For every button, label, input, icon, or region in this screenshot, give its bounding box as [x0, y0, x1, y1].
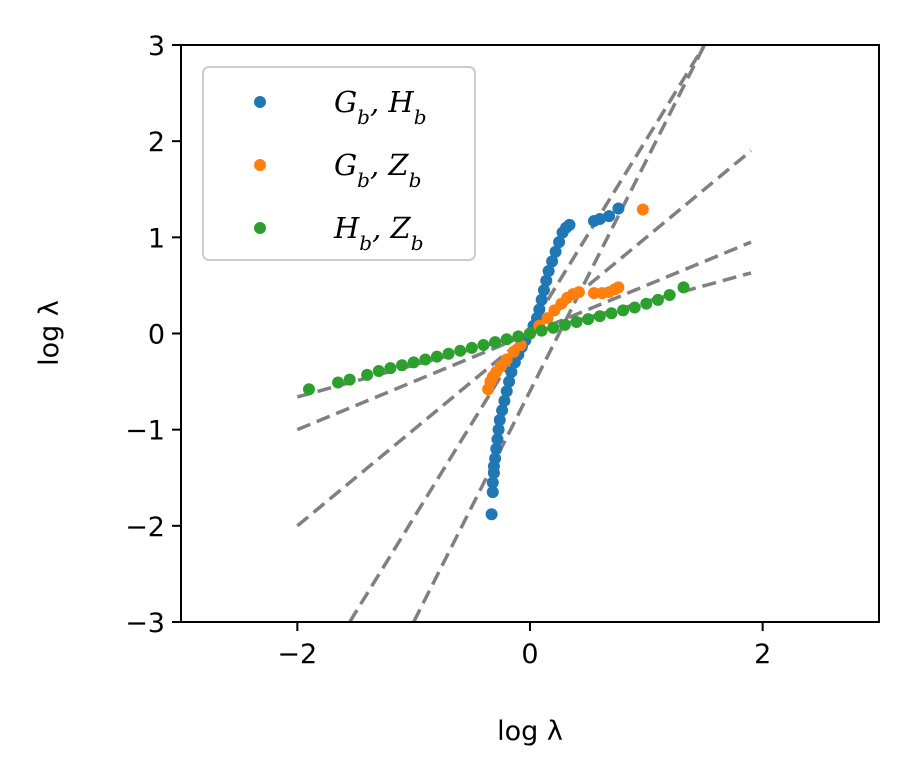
point-s3-28: [640, 297, 653, 310]
point-s1-14: [503, 375, 516, 388]
point-s3-9: [419, 353, 432, 366]
point-s2-22: [636, 203, 649, 216]
point-s1-25: [537, 284, 550, 297]
point-s1-3: [486, 476, 499, 489]
point-s1-23: [533, 303, 546, 316]
legend-marker-1: [254, 96, 266, 108]
point-s1-36: [603, 210, 616, 223]
reference-line-2: [412, 45, 707, 622]
point-s1-35: [593, 213, 606, 226]
y-tick-label: −2: [125, 512, 165, 543]
point-s2-16: [572, 286, 585, 299]
x-tick-label: 0: [521, 639, 538, 670]
y-tick-label: 1: [148, 223, 165, 254]
point-s3-6: [384, 362, 397, 375]
point-s1-15: [505, 365, 518, 378]
point-s3-1: [302, 383, 315, 396]
point-s2-6: [500, 353, 513, 366]
point-s2-21: [612, 281, 625, 294]
point-s3-22: [570, 315, 583, 328]
x-axis-ticks: −2 0 2: [277, 622, 771, 670]
point-s3-19: [535, 324, 548, 337]
point-s1-10: [493, 414, 506, 427]
legend-box: [202, 66, 476, 261]
point-s3-11: [442, 347, 455, 360]
point-s1-7: [490, 442, 503, 455]
series-3: [302, 281, 690, 396]
point-s3-10: [430, 350, 443, 363]
point-s3-18: [524, 327, 536, 340]
point-s3-26: [617, 304, 630, 317]
point-s3-23: [582, 313, 595, 326]
legend-marker-3: [254, 222, 266, 234]
point-s3-14: [477, 339, 490, 352]
y-tick-label: 2: [148, 127, 165, 158]
y-axis-ticks: −3 −2 −1 0 1 2 3: [125, 31, 181, 639]
point-s2-11: [541, 312, 554, 325]
point-s1-37: [612, 202, 625, 215]
point-s1-33: [563, 218, 576, 231]
point-s1-1: [485, 508, 498, 521]
point-s3-29: [651, 293, 664, 306]
legend-marker-2: [254, 159, 266, 171]
point-s1-11: [496, 404, 509, 417]
point-s1-29: [549, 245, 562, 258]
x-tick-label: −2: [277, 639, 317, 670]
point-s1-8: [491, 433, 504, 446]
x-axis-label: log λ: [497, 716, 563, 747]
point-s3-21: [558, 318, 571, 331]
y-tick-label: 3: [148, 31, 165, 62]
x-tick-label: 2: [754, 639, 771, 670]
point-s1-28: [546, 255, 559, 268]
y-tick-label: −3: [125, 608, 165, 639]
point-s1-2: [486, 486, 499, 499]
point-s1-27: [542, 264, 555, 277]
point-s1-6: [489, 452, 502, 465]
point-s1-12: [498, 394, 511, 407]
point-s3-15: [489, 336, 502, 349]
point-s3-27: [628, 301, 641, 314]
point-s1-26: [540, 274, 553, 287]
point-s1-13: [500, 385, 513, 398]
point-s3-16: [500, 333, 513, 346]
point-s3-7: [396, 359, 409, 372]
point-s3-30: [663, 289, 676, 302]
point-s3-4: [361, 368, 374, 381]
point-s3-24: [593, 310, 606, 323]
reference-line-4: [296, 240, 752, 432]
point-s3-20: [547, 321, 560, 334]
y-tick-label: 0: [148, 320, 165, 351]
point-s3-31: [677, 281, 690, 294]
point-s3-3: [343, 373, 356, 386]
point-s1-30: [553, 236, 566, 249]
point-s3-5: [372, 365, 385, 378]
point-s1-9: [492, 423, 505, 436]
point-s3-2: [332, 376, 345, 389]
point-s1-24: [535, 293, 548, 306]
data-points: [302, 202, 690, 521]
point-s3-8: [407, 356, 420, 369]
point-s3-25: [605, 307, 618, 320]
y-axis-label: log λ: [34, 300, 65, 366]
point-s3-12: [454, 344, 467, 357]
point-s3-17: [512, 330, 525, 343]
point-s3-13: [465, 341, 478, 354]
y-tick-label: −1: [125, 416, 165, 447]
